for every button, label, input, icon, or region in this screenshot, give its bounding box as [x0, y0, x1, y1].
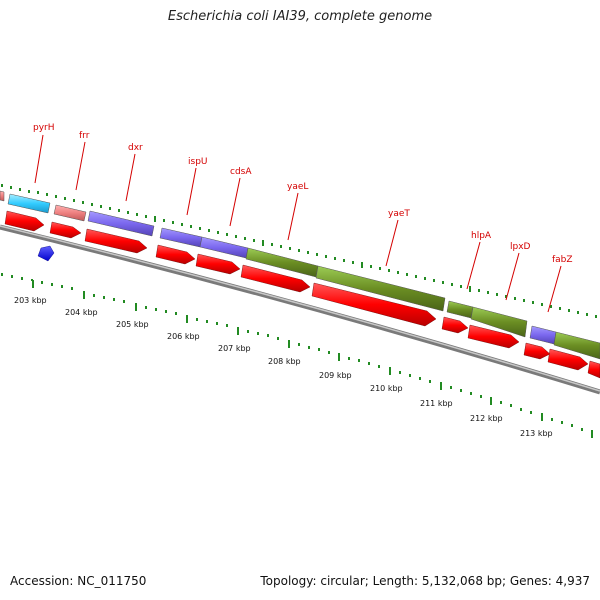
gene-label-frr: frr [79, 131, 90, 141]
kbp-label: 204 kbp [65, 308, 98, 317]
cog-block [7, 193, 51, 214]
outer-ticks [1, 184, 597, 318]
cds-arrow [547, 348, 589, 371]
gene-label-group: pyrH frr dxr ispU cdsA yaeL yaeT hlpA lp… [33, 123, 573, 265]
cog-gene-row [0, 190, 600, 360]
cds-arrow [467, 324, 520, 349]
cog-block [87, 210, 155, 237]
gene-label-fabZ: fabZ [552, 255, 573, 265]
cds-arrow [4, 210, 45, 232]
gene-leader-lines [34, 134, 562, 313]
kbp-label: 206 kbp [167, 332, 200, 341]
cds-arrow [311, 282, 437, 327]
kbp-label-group: 203 kbp 204 kbp 205 kbp 206 kbp 207 kbp … [14, 296, 553, 438]
cds-arrow [587, 360, 600, 379]
cds-arrow [441, 316, 469, 334]
cog-block [446, 300, 474, 319]
cog-block [315, 265, 446, 312]
cog-block [159, 227, 203, 248]
gene-label-yaeT: yaeT [388, 209, 410, 219]
cog-block [529, 325, 557, 345]
cog-block [470, 306, 528, 338]
rna-feature [37, 245, 55, 262]
cds-arrow [155, 244, 196, 265]
cds-arrow [84, 228, 148, 254]
cds-arrow-row [4, 210, 600, 379]
kbp-label: 210 kbp [370, 384, 403, 393]
kbp-label: 205 kbp [116, 320, 149, 329]
kbp-label: 213 kbp [520, 429, 553, 438]
accession-text: Accession: NC_011750 [10, 574, 147, 588]
genome-title: Escherichia coli IAI39, complete genome [167, 9, 433, 24]
genome-summary-text: Topology: circular; Length: 5,132,068 bp… [260, 574, 590, 588]
inner-ticks [1, 273, 593, 438]
gene-label-ispU: ispU [188, 157, 208, 167]
kbp-label: 209 kbp [319, 371, 352, 380]
cds-arrow [195, 253, 241, 275]
gene-label-pyrH: pyrH [33, 123, 55, 133]
cog-block [553, 331, 600, 360]
kbp-label: 207 kbp [218, 344, 251, 353]
kbp-label: 208 kbp [268, 357, 301, 366]
gene-label-cdsA: cdsA [230, 167, 252, 177]
cog-block [199, 236, 249, 259]
genome-backbone [0, 224, 600, 395]
gene-label-hlpA: hlpA [471, 231, 492, 241]
gene-label-yaeL: yaeL [287, 182, 308, 192]
kbp-label: 203 kbp [14, 296, 47, 305]
gene-label-lpxD: lpxD [510, 242, 531, 252]
kbp-label: 212 kbp [470, 414, 503, 423]
cds-arrow [523, 342, 551, 360]
outer-tick-row [0, 183, 600, 335]
cds-arrow [49, 221, 82, 239]
gene-label-dxr: dxr [128, 143, 143, 153]
cds-arrow [240, 264, 311, 293]
cog-block [53, 204, 87, 222]
cog-block [0, 190, 5, 202]
kbp-label: 211 kbp [420, 399, 453, 408]
